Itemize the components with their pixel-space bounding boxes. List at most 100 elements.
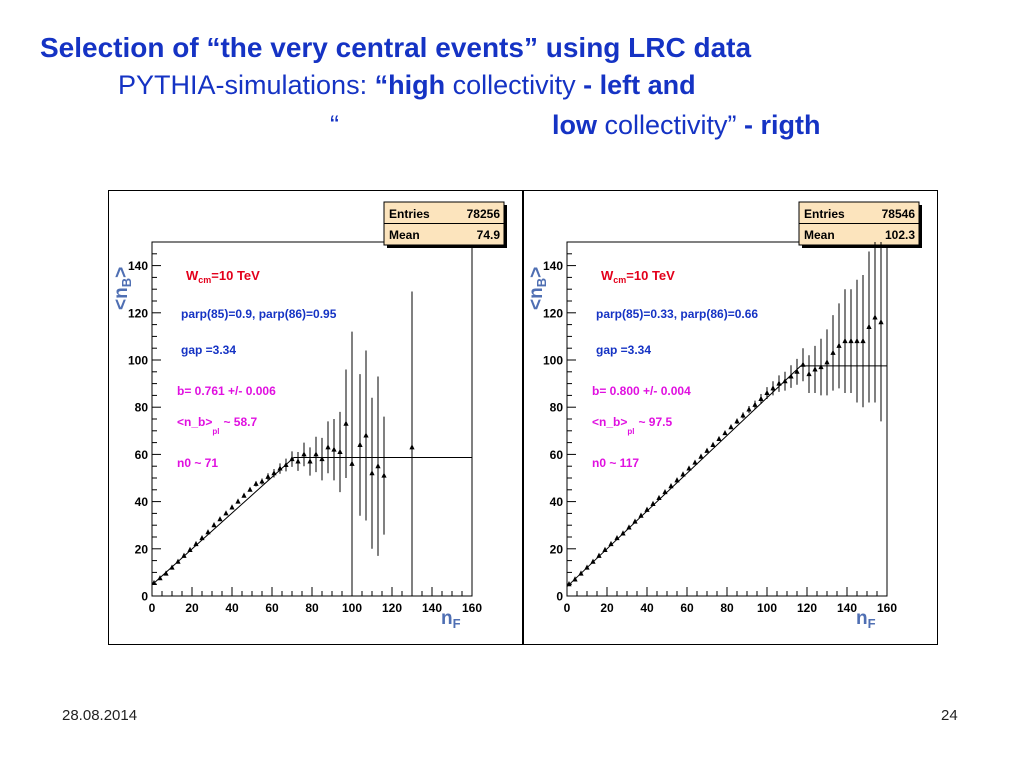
point-marker — [782, 378, 788, 384]
data-point — [259, 478, 265, 485]
fit-line — [151, 456, 472, 586]
data-point — [794, 358, 800, 385]
data-point — [157, 575, 163, 581]
point-marker — [728, 424, 734, 430]
point-marker — [614, 534, 620, 541]
title-line-1: Selection of “the very central events” u… — [40, 32, 752, 63]
annotation-energy-value: =10 TeV — [211, 268, 260, 283]
point-marker — [602, 546, 608, 552]
annotation-gap: gap =3.34 — [596, 343, 651, 357]
y-tick-label: 80 — [550, 401, 564, 415]
y-tick-label: 40 — [135, 495, 149, 509]
y-tick-label: 80 — [135, 401, 149, 415]
point-marker — [289, 455, 295, 462]
chart-svg: Entries 78546 Mean 102.3 0 20 40 60 80 100 120 140 1… — [523, 190, 938, 645]
y-tick-label: 120 — [543, 306, 563, 320]
title-high: “high — [374, 70, 446, 100]
point-marker — [247, 486, 253, 492]
point-marker — [163, 570, 169, 576]
data-point — [668, 483, 674, 489]
data-point — [363, 350, 369, 521]
data-point — [590, 558, 596, 564]
data-point — [746, 406, 752, 414]
stats-entries-label: Entries — [389, 207, 430, 221]
data-point — [187, 546, 193, 552]
stats-mean-value: 74.9 — [477, 228, 501, 242]
data-point — [788, 365, 794, 388]
data-point — [566, 581, 572, 587]
point-marker — [704, 447, 710, 453]
y-axis-title-tail: > — [526, 267, 547, 278]
annotation-slope: b= 0.800 +/- 0.004 — [592, 384, 691, 398]
data-point — [608, 540, 614, 547]
data-point — [247, 486, 253, 492]
point-marker — [169, 564, 175, 570]
y-axis-title-main: <n — [526, 287, 547, 310]
point-marker — [295, 458, 301, 464]
title-low: low — [552, 110, 597, 140]
x-tick-label: 100 — [757, 601, 777, 615]
data-point — [680, 471, 686, 477]
point-marker — [229, 504, 235, 510]
annotation-nb-plateau: <n_b>pl ~ 97.5 — [592, 415, 672, 436]
annotation-energy-w: W — [601, 268, 614, 283]
x-tick-label: 120 — [382, 601, 402, 615]
point-marker — [205, 529, 211, 535]
annotation-nb-label: <n_b> — [177, 415, 212, 429]
data-point — [584, 564, 590, 570]
data-point — [271, 469, 277, 478]
point-marker — [265, 473, 271, 479]
data-point — [295, 452, 301, 471]
data-point — [193, 540, 199, 547]
x-tick-label: 120 — [797, 601, 817, 615]
x-axis-title-main: n — [856, 608, 868, 629]
data-point — [572, 576, 578, 582]
point-marker — [271, 470, 277, 476]
point-marker — [572, 576, 578, 582]
data-point — [235, 498, 241, 504]
data-point — [662, 488, 668, 495]
point-marker — [590, 558, 596, 564]
point-marker — [860, 337, 866, 344]
x-axis-title: nF — [856, 608, 876, 631]
chart-left-high-collectivity: Entries 78256 Mean 74.9 0 20 40 60 80 100 120 140 16… — [108, 190, 523, 645]
annotation-slope: b= 0.761 +/- 0.006 — [177, 384, 276, 398]
stats-entries-value: 78256 — [467, 207, 501, 221]
point-marker — [626, 524, 632, 530]
data-point — [181, 552, 187, 558]
title-line-2-prefix: PYTHIA-simulations: — [118, 70, 375, 100]
data-point — [716, 435, 722, 442]
annotation-nb-sub: pl — [212, 427, 219, 436]
y-axis-title-main: <n — [111, 287, 132, 310]
data-point — [710, 441, 716, 447]
data-point — [289, 451, 295, 467]
x-tick-label: 0 — [149, 601, 156, 615]
data-point — [175, 558, 181, 564]
y-axis-title: <nB> — [526, 267, 549, 310]
y-axis-title-tail: > — [111, 267, 132, 278]
data-point — [349, 331, 355, 596]
title-left: - left and — [583, 70, 696, 100]
point-marker — [710, 441, 716, 447]
data-point — [343, 369, 349, 478]
x-tick-label: 40 — [640, 601, 654, 615]
data-point — [698, 453, 704, 459]
point-marker — [259, 478, 265, 484]
annotation-nb-value: ~ 97.5 — [638, 415, 672, 429]
point-marker — [608, 540, 614, 547]
point-marker — [812, 366, 818, 372]
point-marker — [217, 516, 223, 522]
data-point — [674, 477, 680, 483]
point-marker — [313, 451, 319, 457]
stats-mean-label: Mean — [389, 228, 420, 242]
data-point — [381, 416, 387, 535]
point-marker — [181, 552, 187, 558]
point-marker — [175, 558, 181, 564]
data-point — [337, 411, 343, 493]
data-point — [241, 492, 247, 498]
point-marker — [277, 465, 283, 471]
x-tick-label: 80 — [720, 601, 734, 615]
x-tick-label: 100 — [342, 601, 362, 615]
y-axis-title: <nB> — [111, 267, 134, 310]
y-tick-label: 20 — [135, 542, 149, 556]
